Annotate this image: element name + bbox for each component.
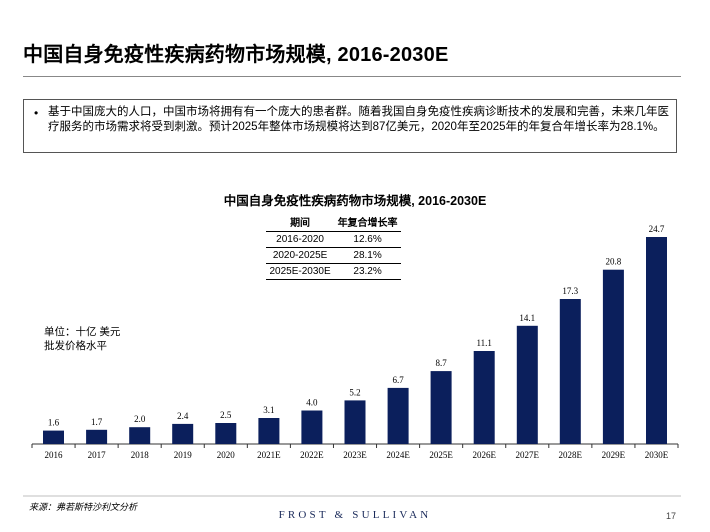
cagr-rate-cell: 23.2%	[334, 263, 401, 280]
data-label-2029E: 20.8	[606, 257, 622, 267]
bar-2030E	[646, 237, 667, 444]
bar-2025E	[430, 371, 452, 444]
x-tick-label-2016: 2016	[45, 450, 64, 460]
x-tick-label-2017: 2017	[88, 450, 107, 460]
x-tick-label-2030E: 2030E	[645, 450, 669, 460]
cagr-rate-cell: 12.6%	[334, 231, 401, 248]
page-number: 17	[666, 511, 677, 521]
table-row: 2016-2020 12.6%	[266, 231, 401, 248]
x-tick-label-2018: 2018	[131, 450, 150, 460]
x-tick-label-2027E: 2027E	[516, 450, 540, 460]
data-label-2025E: 8.7	[435, 358, 447, 368]
bar-2018	[129, 427, 151, 444]
x-tick-label-2022E: 2022E	[300, 450, 324, 460]
cagr-table: 期间 年复合增长率 2016-2020 12.6% 2020-2025E 28.…	[266, 213, 401, 280]
x-tick-label-2026E: 2026E	[472, 450, 496, 460]
x-tick-label-2025E: 2025E	[429, 450, 453, 460]
bullet-icon: •	[34, 106, 39, 120]
x-tick-label-2021E: 2021E	[257, 450, 281, 460]
x-tick-label-2028E: 2028E	[559, 450, 583, 460]
bar-2027E	[516, 325, 538, 444]
data-label-2030E: 24.7	[649, 224, 665, 234]
data-label-2028E: 17.3	[562, 286, 578, 296]
data-label-2019: 2.4	[177, 411, 189, 421]
summary-text: 基于中国庞大的人口，中国市场将拥有有一个庞大的患者群。随着我国自身免疫性疾病诊断…	[48, 106, 669, 133]
x-tick-label-2023E: 2023E	[343, 450, 367, 460]
data-label-2018: 2.0	[134, 414, 146, 424]
data-label-2026E: 11.1	[476, 338, 491, 348]
x-tick-label-2019: 2019	[174, 450, 193, 460]
page-title: 中国自身免疫性疾病药物市场规模, 2016-2030E	[23, 44, 449, 66]
cagr-table-header-row: 期间 年复合增长率	[266, 213, 401, 232]
title-divider	[23, 76, 681, 77]
table-row: 2020-2025E 28.1%	[266, 247, 401, 264]
unit-label: 单位：十亿 美元	[44, 326, 121, 338]
bar-2026E	[473, 351, 495, 444]
bar-2023E	[344, 400, 366, 444]
cagr-rate-cell: 28.1%	[334, 247, 401, 264]
cagr-header-period: 期间	[266, 213, 335, 232]
data-label-2021E: 3.1	[263, 405, 274, 415]
data-label-2023E: 5.2	[349, 387, 360, 397]
table-row: 2025E-2030E 23.2%	[266, 263, 401, 280]
bar-2020	[215, 423, 237, 444]
data-label-2016: 1.6	[48, 418, 60, 428]
cagr-period-cell: 2020-2025E	[266, 247, 335, 264]
bar-2016	[43, 430, 64, 444]
x-tick-label-2020: 2020	[217, 450, 236, 460]
data-label-2017: 1.7	[91, 417, 103, 427]
cagr-period-cell: 2025E-2030E	[266, 263, 335, 280]
cagr-period-cell: 2016-2020	[266, 231, 335, 248]
bar-2029E	[602, 269, 624, 444]
bar-2017	[86, 429, 108, 444]
data-label-2020: 2.5	[220, 410, 232, 420]
brand-logo: FROST & SULLIVAN	[278, 509, 432, 521]
bar-2019	[172, 423, 194, 444]
bar-2024E	[387, 387, 409, 444]
data-label-2024E: 6.7	[392, 375, 404, 385]
price-level-label: 批发价格水平	[44, 340, 107, 352]
data-label-2022E: 4.0	[306, 398, 318, 408]
bar-2021E	[258, 418, 280, 444]
summary-box: • 基于中国庞大的人口，中国市场将拥有有一个庞大的患者群。随着我国自身免疫性疾病…	[23, 99, 677, 153]
data-label-2027E: 14.1	[519, 313, 535, 323]
x-tick-label-2029E: 2029E	[602, 450, 626, 460]
bar-2022E	[301, 410, 323, 444]
unit-note: 单位：十亿 美元 批发价格水平	[44, 325, 120, 353]
source-note: 来源：弗若斯特沙利文分析	[29, 502, 138, 512]
x-tick-label-2024E: 2024E	[386, 450, 410, 460]
bar-2028E	[559, 299, 581, 444]
cagr-header-rate: 年复合增长率	[334, 213, 401, 232]
chart-title: 中国自身免疫性疾病药物市场规模, 2016-2030E	[223, 194, 487, 208]
